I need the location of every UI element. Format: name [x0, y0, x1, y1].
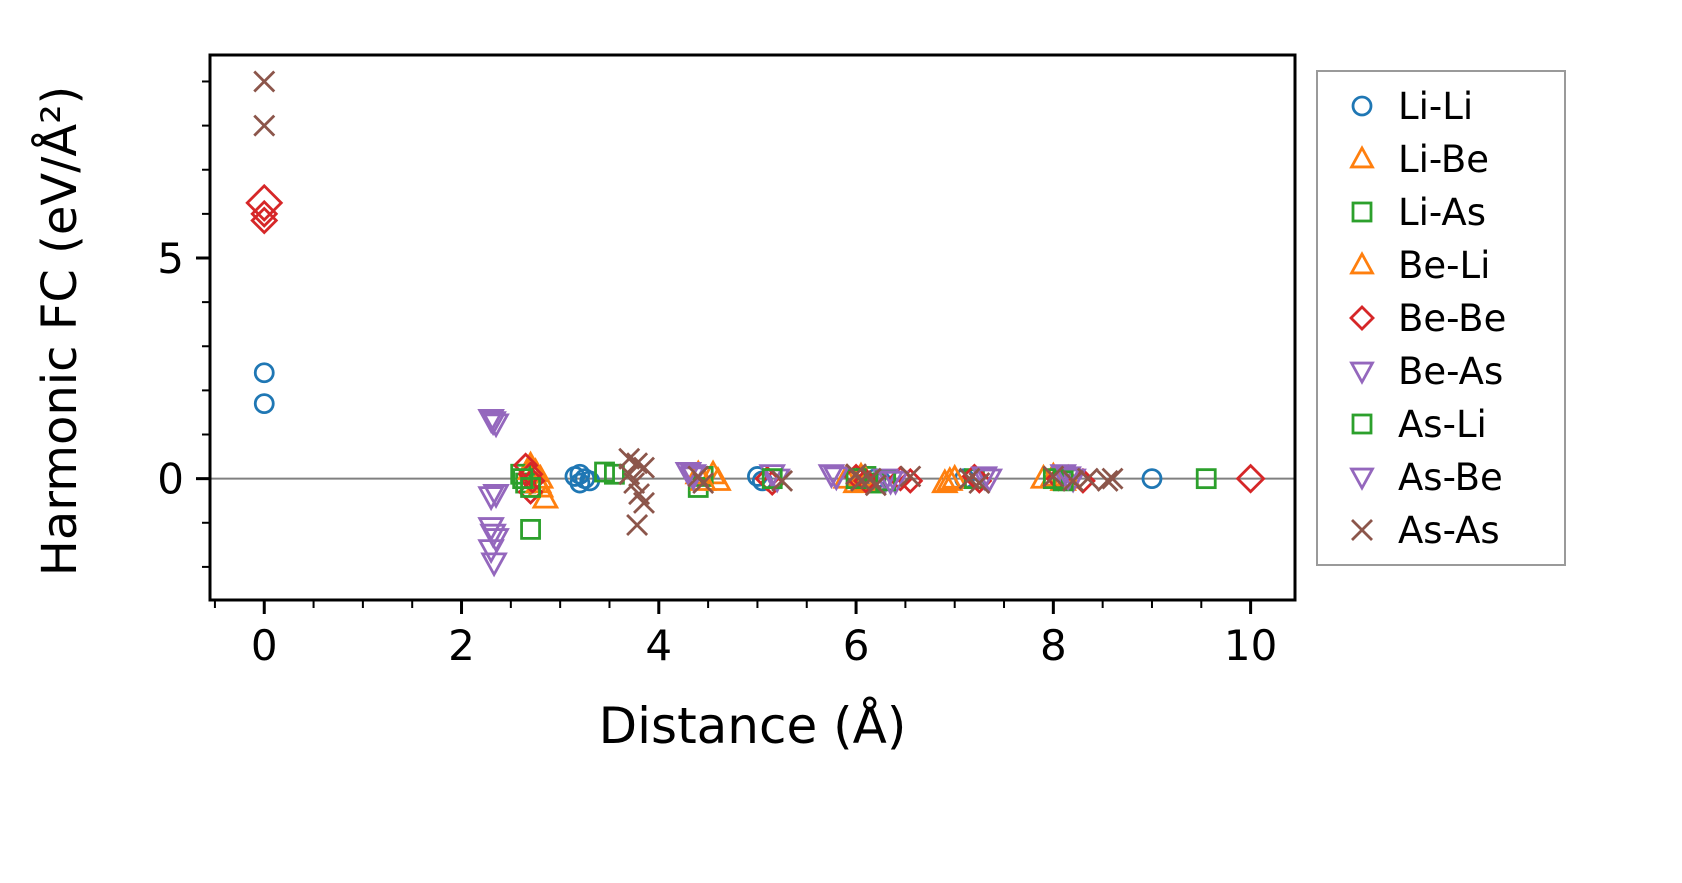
marker-circle — [1351, 95, 1373, 117]
x-icon — [1351, 519, 1373, 541]
marker-x — [253, 70, 276, 93]
legend-label: Be-Li — [1398, 243, 1491, 287]
marker-diamond — [1349, 305, 1375, 331]
x-tick-label: 0 — [251, 621, 278, 670]
marker-x — [1096, 469, 1119, 492]
plot-frame — [208, 53, 1297, 602]
marker-x — [771, 469, 794, 492]
marker-triangle-down — [479, 411, 507, 437]
x-tick-label: 6 — [843, 621, 870, 670]
legend-item-As-Be: As-Be — [1338, 455, 1544, 499]
marker-x — [1351, 519, 1373, 541]
marker-square — [1351, 201, 1373, 223]
marker-circle — [253, 393, 275, 415]
marker-diamond — [250, 206, 279, 235]
marker-square — [1351, 413, 1373, 435]
legend-label: As-As — [1398, 508, 1500, 552]
marker-triangle-down — [1349, 361, 1375, 385]
marker-x — [633, 491, 655, 514]
marker-triangle-down — [482, 413, 510, 439]
legend: Li-Li Li-Be Li-As Be-Li Be-Be Be-As As-Li As-Be… — [1316, 70, 1566, 566]
y-tick-label: 0 — [157, 455, 184, 504]
triangle-down-icon — [1349, 361, 1375, 385]
marker-x — [623, 472, 646, 495]
marker-x — [692, 472, 715, 495]
marker-triangle-down — [970, 466, 999, 492]
marker-circle — [1141, 468, 1163, 490]
series-Be-As — [477, 409, 1087, 578]
series-As-As — [253, 70, 1124, 536]
marker-triangle-down — [479, 523, 507, 549]
legend-label: Be-As — [1398, 349, 1504, 393]
marker-x — [1101, 467, 1124, 490]
marker-triangle-up — [936, 465, 964, 491]
legend-item-Li-Li: Li-Li — [1338, 84, 1544, 128]
marker-square — [520, 477, 541, 498]
marker-x — [864, 474, 887, 497]
diamond-icon — [1349, 305, 1375, 331]
y-tick-label: 5 — [157, 234, 184, 283]
x-tick-label: 10 — [1224, 621, 1277, 670]
legend-item-Be-Be: Be-Be — [1338, 296, 1544, 340]
legend-label: Li-Be — [1398, 137, 1490, 181]
marker-x — [633, 456, 655, 479]
marker-triangle-down — [876, 470, 905, 496]
marker-triangle-up — [1349, 145, 1375, 169]
marker-triangle-down — [822, 466, 851, 492]
marker-square — [1195, 468, 1217, 490]
square-icon — [1351, 201, 1373, 223]
marker-diamond — [250, 199, 279, 228]
legend-label: As-Li — [1398, 402, 1487, 446]
triangle-down-icon — [1349, 467, 1375, 491]
triangle-up-icon — [1349, 145, 1375, 169]
marker-x — [1042, 465, 1065, 488]
marker-diamond — [245, 183, 284, 222]
marker-x — [1076, 467, 1099, 490]
legend-label: Be-Be — [1398, 296, 1507, 340]
legend-label: As-Be — [1398, 455, 1503, 499]
marker-circle — [253, 362, 275, 384]
x-tick-label: 8 — [1040, 621, 1067, 670]
marker-x — [626, 452, 649, 475]
triangle-up-icon — [1349, 251, 1375, 275]
marker-triangle-down — [480, 552, 508, 578]
marker-triangle-down — [1349, 467, 1375, 491]
legend-item-Be-Li: Be-Li — [1338, 243, 1544, 287]
legend-item-As-Li: As-Li — [1338, 402, 1544, 446]
legend-item-Li-As: Li-As — [1338, 190, 1544, 234]
marker-x — [899, 465, 922, 488]
marker-triangle-down — [477, 486, 505, 512]
legend-item-As-As: As-As — [1338, 508, 1544, 552]
legend-item-Li-Be: Li-Be — [1338, 137, 1544, 181]
marker-square — [520, 518, 541, 540]
series-Be-Be — [245, 183, 1266, 505]
x-tick-label: 2 — [448, 621, 475, 670]
circle-icon — [1351, 95, 1373, 117]
x-axis-label: Distance (Å) — [598, 697, 907, 755]
square-icon — [1351, 413, 1373, 435]
x-tick-label: 4 — [645, 621, 672, 670]
marker-triangle-up — [940, 463, 969, 489]
marker-x — [968, 472, 991, 495]
marker-x — [253, 114, 276, 137]
legend-item-Be-As: Be-As — [1338, 349, 1544, 393]
legend-label: Li-As — [1398, 190, 1487, 234]
marker-diamond — [1235, 463, 1266, 494]
marker-x — [626, 513, 649, 536]
marker-triangle-up — [1349, 251, 1375, 275]
marker-circle — [569, 472, 591, 494]
marker-triangle-down — [1059, 468, 1087, 494]
marker-triangle-up — [931, 468, 959, 494]
y-axis-label: Harmonic FC (eV/Å²) — [32, 85, 88, 577]
legend-label: Li-Li — [1398, 84, 1474, 128]
marker-triangle-down — [817, 464, 846, 490]
marker-triangle-down — [482, 484, 510, 509]
